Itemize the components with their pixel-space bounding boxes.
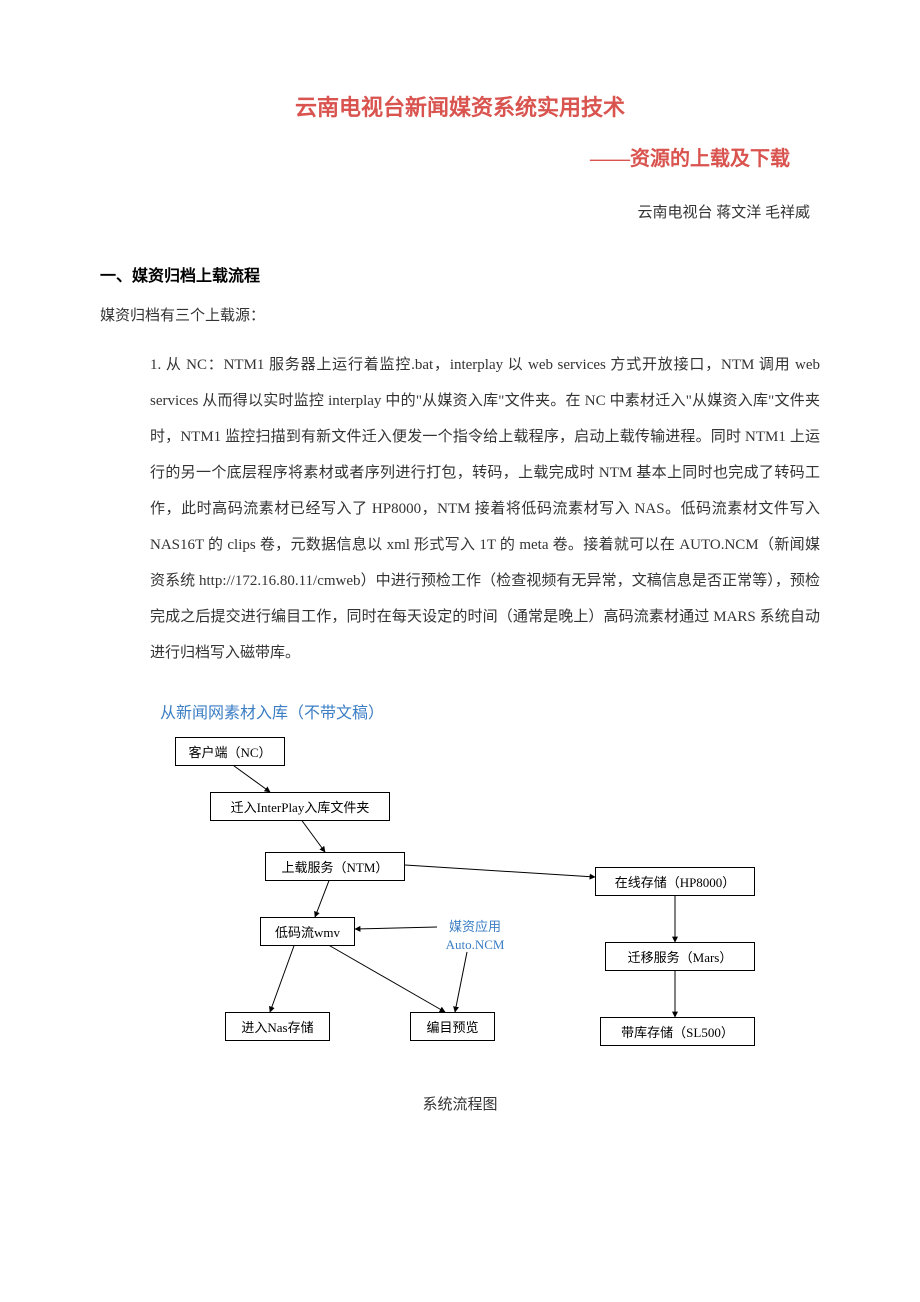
flow-node-interplay: 迁入InterPlay入库文件夹	[210, 792, 390, 821]
flow-edge	[455, 952, 467, 1012]
flow-edge	[300, 818, 325, 852]
diagram-caption: 系统流程图	[100, 1093, 820, 1114]
flow-edge	[270, 943, 295, 1012]
flow-node-wmv: 低码流wmv	[260, 917, 355, 946]
app-label-1: 媒资应用	[438, 918, 512, 936]
flow-node-app: 媒资应用Auto.NCM	[430, 914, 520, 958]
flow-node-ntm: 上载服务（NTM）	[265, 852, 405, 881]
section-heading: 一、媒资归档上载流程	[100, 262, 820, 286]
list-paragraph: 1. 从 NC：NTM1 服务器上运行着监控.bat，interplay 以 w…	[150, 347, 820, 671]
diagram-title: 从新闻网素材入库（不带文稿）	[160, 699, 820, 723]
flow-edge	[355, 927, 437, 929]
flow-node-nas: 进入Nas存储	[225, 1012, 330, 1041]
flow-edge	[230, 763, 270, 792]
list-text: 从 NC：NTM1 服务器上运行着监控.bat，interplay 以 web …	[150, 357, 820, 661]
flow-edge	[325, 943, 445, 1012]
author-line: 云南电视台 蒋文洋 毛祥威	[100, 201, 820, 222]
list-item-1: 1. 从 NC：NTM1 服务器上运行着监控.bat，interplay 以 w…	[100, 347, 820, 671]
app-label-2: Auto.NCM	[438, 936, 512, 954]
flow-edge	[405, 865, 595, 877]
list-number: 1.	[150, 357, 161, 373]
page-subtitle: ——资源的上载及下载	[100, 142, 820, 171]
intro-text: 媒资归档有三个上载源：	[100, 304, 820, 325]
flow-node-catalog: 编目预览	[410, 1012, 495, 1041]
flow-node-mars: 迁移服务（Mars）	[605, 942, 755, 971]
flow-node-sl500: 带库存储（SL500）	[600, 1017, 755, 1046]
flow-node-nc: 客户端（NC）	[175, 737, 285, 766]
flow-edge	[315, 878, 330, 917]
flow-diagram: 客户端（NC） 迁入InterPlay入库文件夹上载服务（NTM） 低码流wmv 进入…	[155, 737, 795, 1067]
page-title: 云南电视台新闻媒资系统实用技术	[100, 90, 820, 122]
flow-node-hp8000: 在线存储（HP8000）	[595, 867, 755, 896]
